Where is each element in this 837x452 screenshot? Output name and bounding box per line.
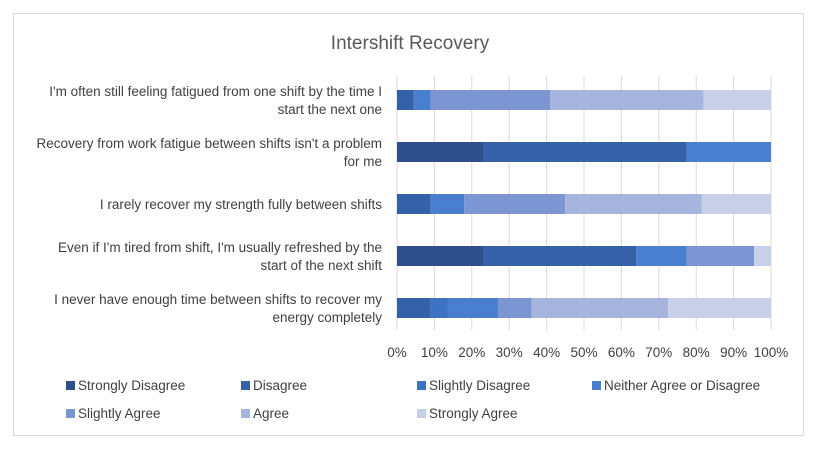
stacked-bar-chart: Intershift Recovery I'm often still feel…: [37, 33, 789, 421]
bar-segment: [430, 298, 448, 318]
x-axis-tick-labels: 0% 10% 20% 30% 40% 50% 60% 70% 80% 90% 100%: [387, 345, 788, 360]
bar-segment: [397, 142, 484, 162]
legend-label: Strongly Agree: [429, 406, 518, 421]
category-label: start the next one: [278, 102, 382, 117]
bar-segment: [430, 194, 465, 214]
x-tick-label: 0%: [387, 345, 407, 360]
legend-swatch: [241, 381, 250, 390]
legend-label: Disagree: [253, 378, 307, 393]
legend-swatch: [592, 381, 601, 390]
bar-segment: [413, 90, 431, 110]
category-label: I'm often still feeling fatigued from on…: [49, 84, 382, 99]
category-label: energy completely: [272, 310, 382, 325]
legend-swatch: [66, 381, 75, 390]
category-label: Recovery from work fatigue between shift…: [37, 136, 382, 151]
chart-frame: Intershift Recovery I'm often still feel…: [13, 13, 804, 436]
x-tick-label: 70%: [645, 345, 672, 360]
bar-segment: [686, 142, 771, 162]
x-tick-label: 10%: [421, 345, 448, 360]
bar-segment: [668, 298, 771, 318]
bar-segment: [447, 298, 498, 318]
bar-segment: [531, 298, 669, 318]
bar-segment: [483, 142, 687, 162]
bar-segment: [397, 194, 431, 214]
bar-segment: [703, 90, 771, 110]
legend: Strongly Disagree Disagree Slightly Disagr…: [66, 378, 760, 421]
bar-segment: [550, 90, 704, 110]
x-tick-label: 50%: [570, 345, 597, 360]
legend-swatch: [417, 381, 426, 390]
bar-segment: [636, 246, 687, 266]
legend-label: Slightly Disagree: [429, 378, 530, 393]
bar-segment: [754, 246, 771, 266]
legend-swatch: [66, 409, 75, 418]
bar-segment: [397, 246, 484, 266]
x-tick-label: 40%: [533, 345, 560, 360]
bars: [397, 90, 771, 318]
category-label: Even if I'm tired from shift, I'm usuall…: [58, 240, 382, 255]
bar-segment: [397, 90, 414, 110]
chart-title: Intershift Recovery: [331, 33, 490, 54]
bar-segment: [565, 194, 702, 214]
bar-segment: [464, 194, 566, 214]
legend-label: Slightly Agree: [78, 406, 161, 421]
category-label: I never have enough time between shifts …: [54, 292, 382, 307]
x-tick-label: 30%: [496, 345, 523, 360]
x-tick-label: 20%: [458, 345, 485, 360]
x-tick-label: 60%: [608, 345, 635, 360]
category-label: I rarely recover my strength fully betwe…: [100, 197, 382, 212]
bar-segment: [686, 246, 755, 266]
legend-swatch: [417, 409, 426, 418]
legend-label: Neither Agree or Disagree: [604, 378, 760, 393]
bar-segment: [483, 246, 637, 266]
category-label: for me: [344, 154, 382, 169]
category-label: start of the next shift: [260, 258, 382, 273]
x-tick-label: 100%: [754, 345, 789, 360]
legend-swatch: [241, 409, 250, 418]
legend-label: Strongly Disagree: [78, 378, 185, 393]
bar-segment: [430, 90, 551, 110]
bar-segment: [397, 298, 431, 318]
x-tick-label: 80%: [683, 345, 710, 360]
legend-label: Agree: [253, 406, 289, 421]
category-labels: I'm often still feeling fatigued from on…: [37, 84, 383, 325]
bar-segment: [701, 194, 771, 214]
x-tick-label: 90%: [720, 345, 747, 360]
bar-segment: [497, 298, 532, 318]
